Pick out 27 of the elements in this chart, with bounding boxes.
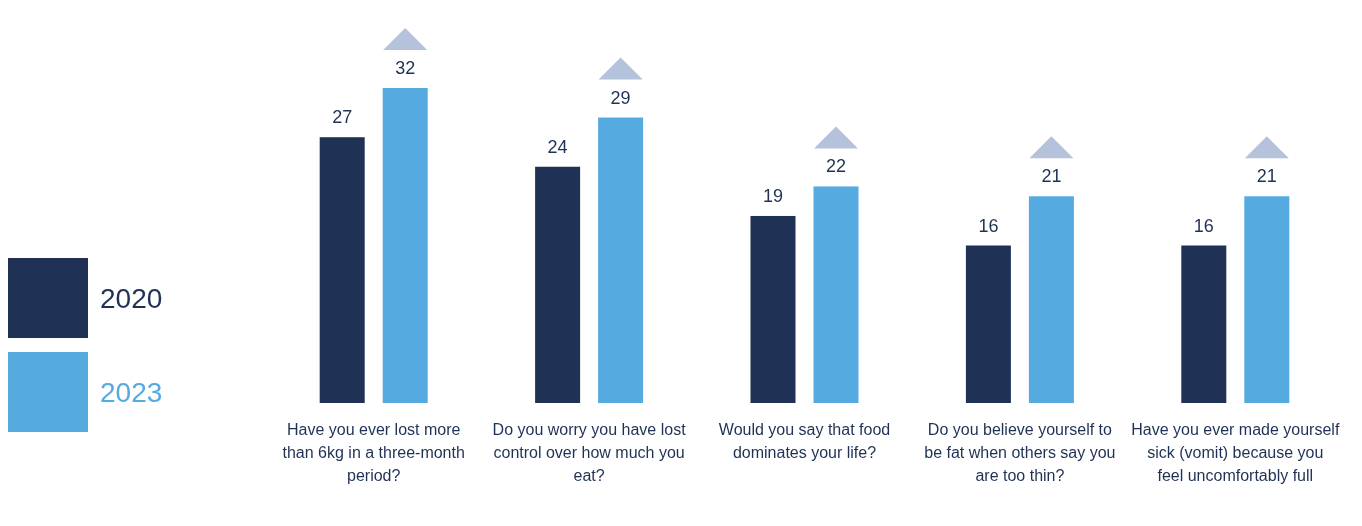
data-label: 16: [1193, 215, 1214, 236]
data-label: 16: [978, 215, 999, 236]
x-tick-label: Have you ever lost more than 6kg in a three-month period?: [282, 421, 465, 484]
bar: [382, 88, 428, 403]
x-tick-label: Would you say that food dominates your life?: [718, 421, 891, 461]
x-tick-label: Do you worry you have lost control over how much you eat?: [492, 421, 687, 484]
bar: [1028, 196, 1074, 403]
bar: [1181, 245, 1227, 403]
data-label: 29: [610, 87, 631, 108]
data-label: 22: [825, 156, 847, 177]
data-label: 27: [332, 107, 353, 128]
legend-item: 2023: [8, 352, 163, 432]
x-tick-label: Have you ever made yourself sick (vomit) because you feel uncomfortably full: [1131, 421, 1340, 484]
bar: [598, 117, 644, 403]
legend-item: 2020: [8, 258, 163, 338]
bar: [965, 245, 1011, 403]
data-label: 32: [395, 58, 416, 78]
data-label: 21: [1256, 166, 1277, 187]
x-tick-label: Do you believe yourself to be fat when others say you are too thin?: [924, 421, 1116, 484]
bar: [1244, 196, 1290, 403]
data-label: 19: [762, 185, 784, 206]
data-label: 21: [1041, 166, 1062, 187]
bar: [319, 137, 365, 403]
data-label: 24: [547, 136, 568, 157]
bar: [750, 215, 796, 403]
bar: [535, 166, 581, 403]
bar: [813, 186, 859, 403]
